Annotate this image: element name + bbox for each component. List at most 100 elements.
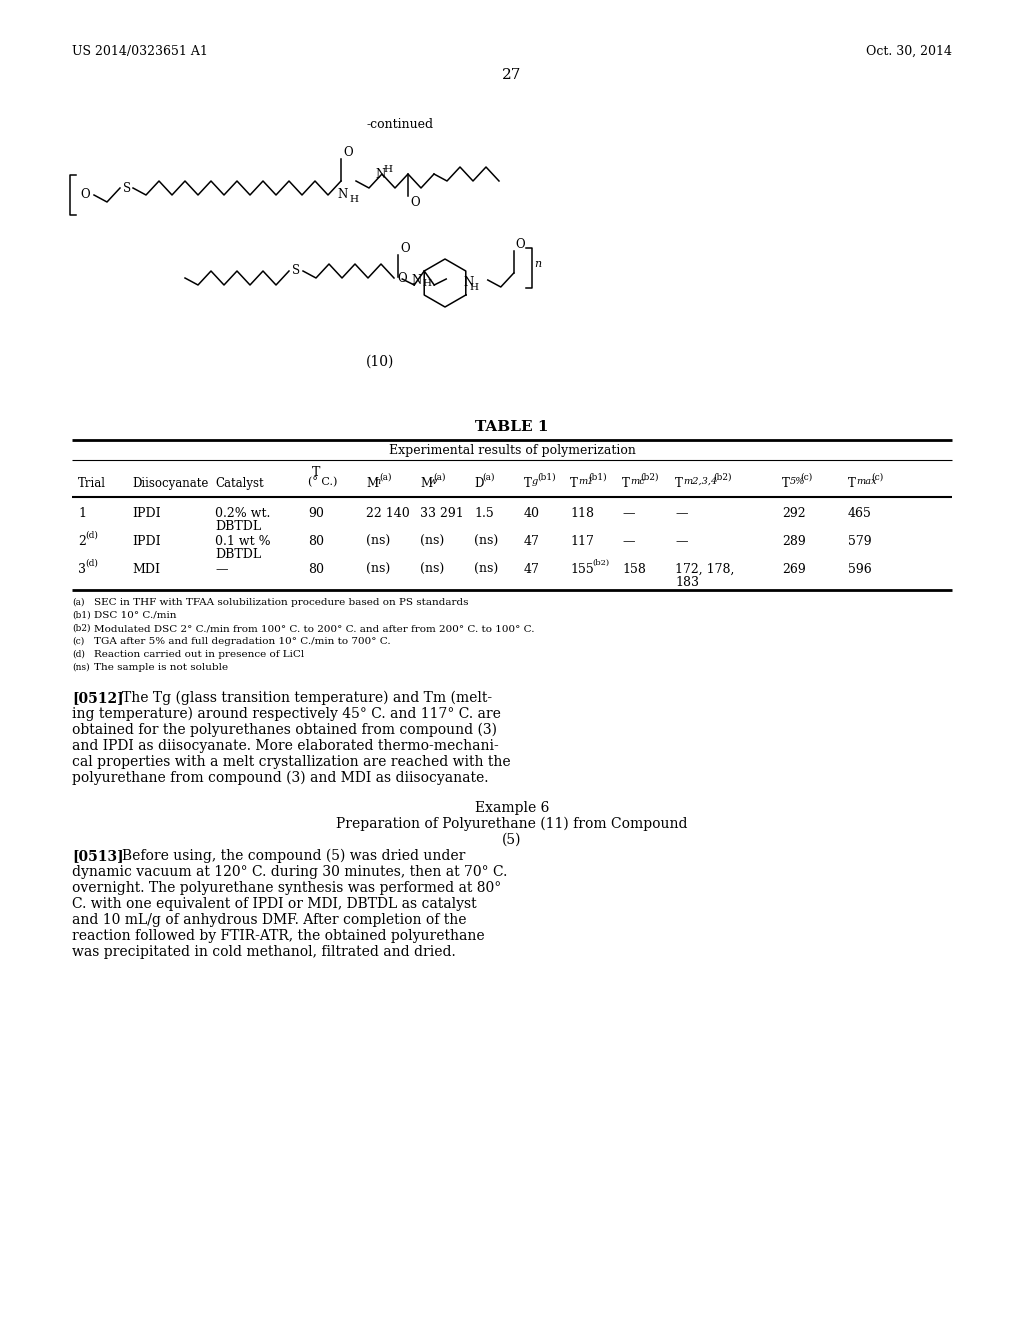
Text: Experimental results of polymerization: Experimental results of polymerization <box>388 444 636 457</box>
Text: The Tg (glass transition temperature) and Tm (melt-: The Tg (glass transition temperature) an… <box>122 690 493 705</box>
Text: 1.5: 1.5 <box>474 507 494 520</box>
Text: (ns): (ns) <box>420 535 444 548</box>
Text: 292: 292 <box>782 507 806 520</box>
Text: M: M <box>366 477 378 490</box>
Text: IPDI: IPDI <box>132 507 161 520</box>
Text: n: n <box>374 477 380 486</box>
Text: T: T <box>848 477 856 490</box>
Text: O: O <box>397 272 407 285</box>
Text: DBTDL: DBTDL <box>215 548 261 561</box>
Text: N: N <box>411 273 421 286</box>
Text: (c): (c) <box>871 473 884 482</box>
Text: O: O <box>410 195 420 209</box>
Text: Modulated DSC 2° C./min from 100° C. to 200° C. and after from 200° C. to 100° C: Modulated DSC 2° C./min from 100° C. to … <box>94 624 535 634</box>
Text: H: H <box>470 282 479 292</box>
Text: SEC in THF with TFAA solubilization procedure based on PS standards: SEC in THF with TFAA solubilization proc… <box>94 598 469 607</box>
Text: TABLE 1: TABLE 1 <box>475 420 549 434</box>
Text: 47: 47 <box>524 564 540 576</box>
Text: 80: 80 <box>308 564 324 576</box>
Text: (a): (a) <box>482 473 495 482</box>
Text: Diisocyanate: Diisocyanate <box>132 477 208 490</box>
Text: N: N <box>337 189 347 202</box>
Text: and IPDI as diisocyanate. More elaborated thermo-mechani-: and IPDI as diisocyanate. More elaborate… <box>72 739 499 752</box>
Text: US 2014/0323651 A1: US 2014/0323651 A1 <box>72 45 208 58</box>
Text: reaction followed by FTIR-ATR, the obtained polyurethane: reaction followed by FTIR-ATR, the obtai… <box>72 929 484 942</box>
Text: 289: 289 <box>782 535 806 548</box>
Text: Catalyst: Catalyst <box>215 477 263 490</box>
Text: O: O <box>80 189 90 202</box>
Text: H: H <box>383 165 392 174</box>
Text: (ns): (ns) <box>474 535 499 548</box>
Text: IPDI: IPDI <box>132 535 161 548</box>
Text: 118: 118 <box>570 507 594 520</box>
Text: O: O <box>343 147 352 160</box>
Text: (b2): (b2) <box>72 624 90 634</box>
Text: polyurethane from compound (3) and MDI as diisocyanate.: polyurethane from compound (3) and MDI a… <box>72 771 488 785</box>
Text: (10): (10) <box>366 355 394 370</box>
Text: and 10 mL/g of anhydrous DMF. After completion of the: and 10 mL/g of anhydrous DMF. After comp… <box>72 913 467 927</box>
Text: (c): (c) <box>800 473 812 482</box>
Text: 465: 465 <box>848 507 871 520</box>
Text: 33 291: 33 291 <box>420 507 464 520</box>
Text: (ns): (ns) <box>420 564 444 576</box>
Text: (b1): (b1) <box>72 611 91 620</box>
Text: TGA after 5% and full degradation 10° C./min to 700° C.: TGA after 5% and full degradation 10° C.… <box>94 638 390 645</box>
Text: (d): (d) <box>85 531 98 540</box>
Text: O: O <box>516 239 525 252</box>
Text: S: S <box>292 264 300 277</box>
Text: (ns): (ns) <box>72 663 90 672</box>
Text: cal properties with a melt crystallization are reached with the: cal properties with a melt crystallizati… <box>72 755 511 770</box>
Text: (b1): (b1) <box>588 473 606 482</box>
Text: T: T <box>675 477 683 490</box>
Text: Preparation of Polyurethane (11) from Compound: Preparation of Polyurethane (11) from Co… <box>336 817 688 832</box>
Text: —: — <box>622 535 635 548</box>
Text: (b2): (b2) <box>713 473 731 482</box>
Text: g: g <box>532 477 539 486</box>
Text: DSC 10° C./min: DSC 10° C./min <box>94 611 176 620</box>
Text: M: M <box>420 477 432 490</box>
Text: was precipitated in cold methanol, filtrated and dried.: was precipitated in cold methanol, filtr… <box>72 945 456 960</box>
Text: (ns): (ns) <box>366 564 390 576</box>
Text: 183: 183 <box>675 576 699 589</box>
Text: Example 6: Example 6 <box>475 801 549 814</box>
Text: m2,3,4: m2,3,4 <box>683 477 717 486</box>
Text: Before using, the compound (5) was dried under: Before using, the compound (5) was dried… <box>122 849 465 863</box>
Text: MDI: MDI <box>132 564 160 576</box>
Text: (5): (5) <box>502 833 522 847</box>
Text: Trial: Trial <box>78 477 106 490</box>
Text: (ns): (ns) <box>366 535 390 548</box>
Text: 2: 2 <box>78 535 86 548</box>
Text: T: T <box>312 466 321 479</box>
Text: 158: 158 <box>622 564 646 576</box>
Text: -continued: -continued <box>367 117 433 131</box>
Text: 80: 80 <box>308 535 324 548</box>
Text: C. with one equivalent of IPDI or MDI, DBTDL as catalyst: C. with one equivalent of IPDI or MDI, D… <box>72 898 476 911</box>
Text: m1: m1 <box>578 477 594 486</box>
Text: N: N <box>464 276 474 289</box>
Text: Reaction carried out in presence of LiCl: Reaction carried out in presence of LiCl <box>94 649 304 659</box>
Text: D: D <box>474 477 483 490</box>
Text: 269: 269 <box>782 564 806 576</box>
Text: 27: 27 <box>503 69 521 82</box>
Text: 579: 579 <box>848 535 871 548</box>
Text: [0513]: [0513] <box>72 849 124 863</box>
Text: —: — <box>215 564 227 576</box>
Text: 90: 90 <box>308 507 324 520</box>
Text: (ns): (ns) <box>474 564 499 576</box>
Text: max: max <box>856 477 877 486</box>
Text: T: T <box>782 477 790 490</box>
Text: ing temperature) around respectively 45° C. and 117° C. are: ing temperature) around respectively 45°… <box>72 708 501 722</box>
Text: (b2): (b2) <box>592 558 609 568</box>
Text: mc: mc <box>630 477 645 486</box>
Text: T: T <box>622 477 630 490</box>
Text: —: — <box>622 507 635 520</box>
Text: 0.2% wt.: 0.2% wt. <box>215 507 270 520</box>
Text: overnight. The polyurethane synthesis was performed at 80°: overnight. The polyurethane synthesis wa… <box>72 880 502 895</box>
Text: (a): (a) <box>433 473 445 482</box>
Text: (b2): (b2) <box>640 473 658 482</box>
Text: [0512]: [0512] <box>72 690 124 705</box>
Text: T: T <box>570 477 578 490</box>
Text: O: O <box>400 243 410 256</box>
Text: n: n <box>534 259 541 269</box>
Text: Oct. 30, 2014: Oct. 30, 2014 <box>866 45 952 58</box>
